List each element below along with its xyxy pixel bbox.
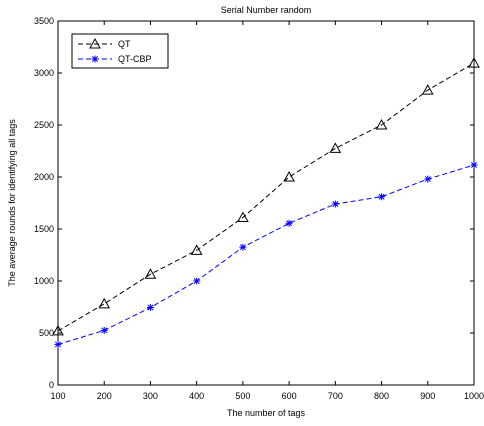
y-tick-label: 3500 <box>34 16 54 26</box>
data-point-qt-cbp <box>239 243 247 251</box>
y-tick-label: 2000 <box>34 172 54 182</box>
data-point-qt <box>468 57 480 68</box>
chart-title: Serial Number random <box>221 5 312 15</box>
series-line-qt <box>57 62 475 332</box>
series-line-qt-cbp <box>57 164 475 345</box>
legend-label-qt-cbp: QT-CBP <box>118 54 152 64</box>
data-point-qt-cbp <box>470 161 478 169</box>
legend-box <box>71 33 169 69</box>
x-tick-label: 900 <box>420 391 435 401</box>
y-tick-label: 1000 <box>34 276 54 286</box>
y-tick-label: 500 <box>39 328 54 338</box>
x-tick-label: 400 <box>189 391 204 401</box>
legend: QT QT-CBP <box>71 33 169 69</box>
x-tick-label: 100 <box>50 391 65 401</box>
data-point-qt-cbp <box>378 193 386 201</box>
x-tick-label: 500 <box>235 391 250 401</box>
legend-marker-qt-cbp <box>91 55 99 63</box>
series-markers <box>52 57 480 348</box>
data-point-qt <box>375 118 388 130</box>
legend-marker-qt <box>89 37 101 49</box>
data-point-qt-cbp <box>100 326 108 334</box>
data-point-qt <box>421 84 434 95</box>
data-point-qt-cbp <box>193 277 201 285</box>
x-tick-label: 300 <box>143 391 158 401</box>
data-point-qt <box>237 211 249 223</box>
x-tick-label: 1000 <box>464 391 484 401</box>
x-tick-label: 800 <box>374 391 389 401</box>
y-tick-label: 1500 <box>34 224 54 234</box>
data-point-qt-cbp <box>146 304 154 312</box>
data-point-qt <box>98 297 111 309</box>
x-tick-label: 200 <box>97 391 112 401</box>
y-tick-label: 2500 <box>34 120 54 130</box>
data-point-qt <box>329 142 342 153</box>
data-point-qt <box>144 268 157 279</box>
data-point-qt <box>283 170 295 182</box>
data-point-qt-cbp <box>424 175 432 183</box>
x-tick-label: 600 <box>282 391 297 401</box>
x-axis-title: The number of tags <box>227 408 306 418</box>
data-point-qt-cbp <box>285 219 293 227</box>
y-tick-label: 3000 <box>34 68 54 78</box>
axes: 100 200 300 400 500 600 700 800 900 1000 0 500 1000 1… <box>34 16 484 401</box>
data-point-qt-cbp <box>331 200 339 208</box>
y-tick-label: 0 <box>49 380 54 390</box>
data-point-qt-cbp <box>54 340 62 348</box>
legend-entries: QT QT-CBP <box>78 37 152 64</box>
legend-label-qt: QT <box>118 39 131 49</box>
data-point-qt <box>190 244 203 255</box>
x-tick-label: 700 <box>328 391 343 401</box>
series-lines <box>57 62 475 345</box>
data-point-qt <box>52 324 64 336</box>
y-axis-title: The average rounds for identifying all t… <box>7 119 17 287</box>
plot-area <box>57 20 475 386</box>
